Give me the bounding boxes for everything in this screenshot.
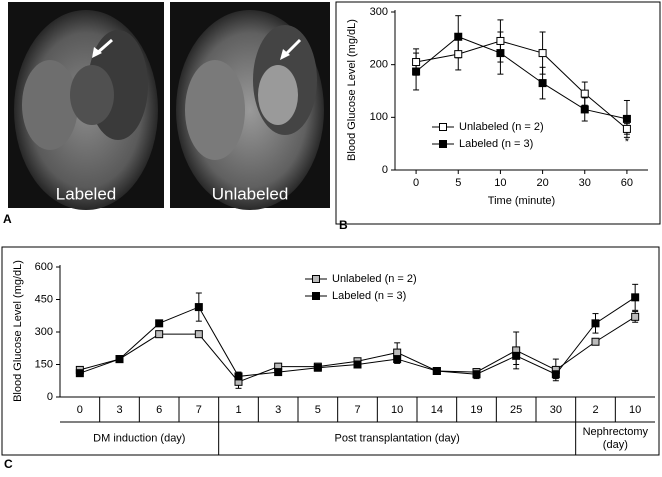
y-tick-label: 300 — [370, 6, 388, 18]
data-point — [274, 368, 283, 377]
data-point — [432, 367, 441, 375]
y-tick-label: 300 — [35, 326, 53, 338]
x-tick-label: 7 — [196, 404, 202, 416]
mri-right — [170, 2, 330, 210]
y-tick-label: 200 — [370, 59, 388, 71]
data-point — [194, 330, 203, 339]
data-point — [75, 369, 84, 378]
data-point — [538, 49, 547, 58]
annotation: * — [625, 136, 630, 148]
panel-letter: B — [339, 218, 348, 232]
data-point — [454, 50, 463, 59]
legend-marker — [312, 292, 320, 300]
x-tick-label: 6 — [156, 404, 162, 416]
x-tick-label: 0 — [77, 404, 83, 416]
x-tick-label: 25 — [510, 404, 522, 416]
data-point — [115, 355, 124, 364]
x-tick-label: 3 — [275, 404, 281, 416]
data-point — [393, 348, 402, 357]
panel-frame — [1, 246, 660, 456]
data-point — [622, 114, 631, 123]
y-tick-label: 100 — [370, 111, 388, 123]
data-point — [412, 67, 421, 76]
data-point — [538, 79, 547, 88]
group-label: Nephrectomy — [583, 426, 649, 438]
y-tick-label: 600 — [35, 261, 53, 273]
y-axis-label: Blood Glucose Level (mg/dL) — [346, 19, 358, 161]
data-point — [496, 49, 505, 58]
x-tick-label: 10 — [391, 404, 403, 416]
x-tick-label: 10 — [494, 177, 506, 189]
x-tick-label: 19 — [470, 404, 482, 416]
data-point — [580, 105, 589, 114]
image-label: Unlabeled — [212, 184, 289, 203]
data-point — [591, 319, 600, 328]
data-point — [631, 312, 640, 321]
x-tick-label: 30 — [550, 404, 562, 416]
x-tick-label: 5 — [315, 404, 321, 416]
y-tick-label: 150 — [35, 358, 53, 370]
data-point — [454, 32, 463, 41]
x-tick-label: 2 — [592, 404, 598, 416]
data-point — [472, 370, 481, 379]
panel-letter: C — [4, 457, 13, 471]
data-point — [353, 360, 362, 369]
group-label: DM induction (day) — [93, 432, 185, 444]
legend-label: Labeled (n = 3) — [459, 138, 533, 150]
x-tick-label: 60 — [621, 177, 633, 189]
x-tick-label: 0 — [413, 177, 419, 189]
x-tick-label: 14 — [431, 404, 443, 416]
x-tick-label: 20 — [536, 177, 548, 189]
legend-marker — [439, 123, 447, 131]
data-point — [496, 36, 505, 45]
panel-letter: A — [3, 212, 12, 226]
group-label: Post transplantation (day) — [334, 432, 459, 444]
data-point — [551, 370, 560, 379]
x-tick-label: 30 — [579, 177, 591, 189]
data-point — [512, 351, 521, 360]
data-point — [313, 363, 322, 372]
y-tick-label: 0 — [382, 164, 388, 176]
data-point — [412, 58, 421, 67]
data-point — [631, 293, 640, 302]
data-point — [234, 372, 243, 381]
x-tick-label: 7 — [354, 404, 360, 416]
data-point — [622, 124, 631, 133]
x-axis-label: Time (minute) — [488, 195, 555, 207]
y-tick-label: 0 — [47, 391, 53, 403]
data-point — [194, 303, 203, 312]
data-point — [580, 89, 589, 98]
group-label: (day) — [603, 439, 628, 451]
series-line — [415, 40, 628, 130]
x-tick-label: 1 — [235, 404, 241, 416]
legend-marker — [312, 275, 320, 283]
y-axis-label: Blood Glucose Level (mg/dL) — [12, 260, 24, 402]
data-point — [155, 319, 164, 328]
data-point — [393, 355, 402, 364]
data-point — [155, 330, 164, 339]
legend-label: Labeled (n = 3) — [332, 290, 406, 302]
mri-left — [8, 2, 164, 210]
series-line — [415, 36, 628, 120]
x-tick-label: 3 — [116, 404, 122, 416]
legend-label: Unlabeled (n = 2) — [459, 121, 544, 133]
y-tick-label: 450 — [35, 293, 53, 305]
x-tick-label: 5 — [455, 177, 461, 189]
legend-label: Unlabeled (n = 2) — [332, 273, 417, 285]
legend-marker — [439, 140, 447, 148]
x-tick-label: 10 — [629, 404, 641, 416]
image-label: Labeled — [56, 184, 117, 203]
panel-frame — [335, 1, 661, 225]
data-point — [591, 337, 600, 346]
